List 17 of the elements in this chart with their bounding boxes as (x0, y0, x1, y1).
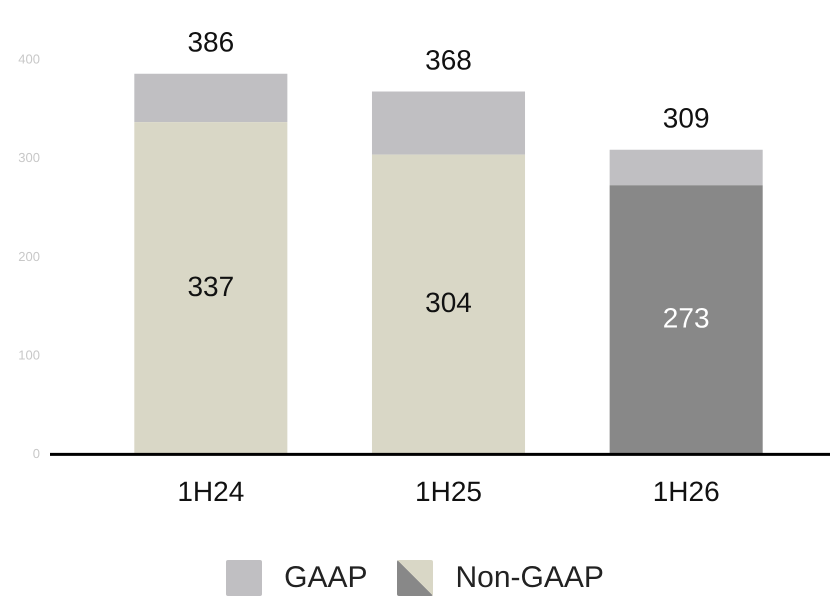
x-tick-label: 1H24 (177, 476, 244, 507)
bar (372, 154, 526, 454)
legend-label: GAAP (284, 561, 368, 595)
data-label: 273 (662, 302, 710, 334)
bar (610, 150, 763, 186)
total-label: 309 (662, 102, 710, 134)
data-label: 337 (187, 270, 234, 302)
total-label: 368 (425, 44, 472, 76)
bar (134, 122, 288, 454)
x-tick-label: 1H25 (415, 476, 482, 507)
bar (372, 92, 526, 155)
total-label: 386 (187, 26, 234, 58)
legend-label: Non-GAAP (455, 561, 604, 595)
bar (134, 74, 288, 122)
bar (610, 185, 763, 454)
data-label: 304 (425, 287, 472, 318)
x-tick-label: 1H26 (652, 476, 720, 507)
